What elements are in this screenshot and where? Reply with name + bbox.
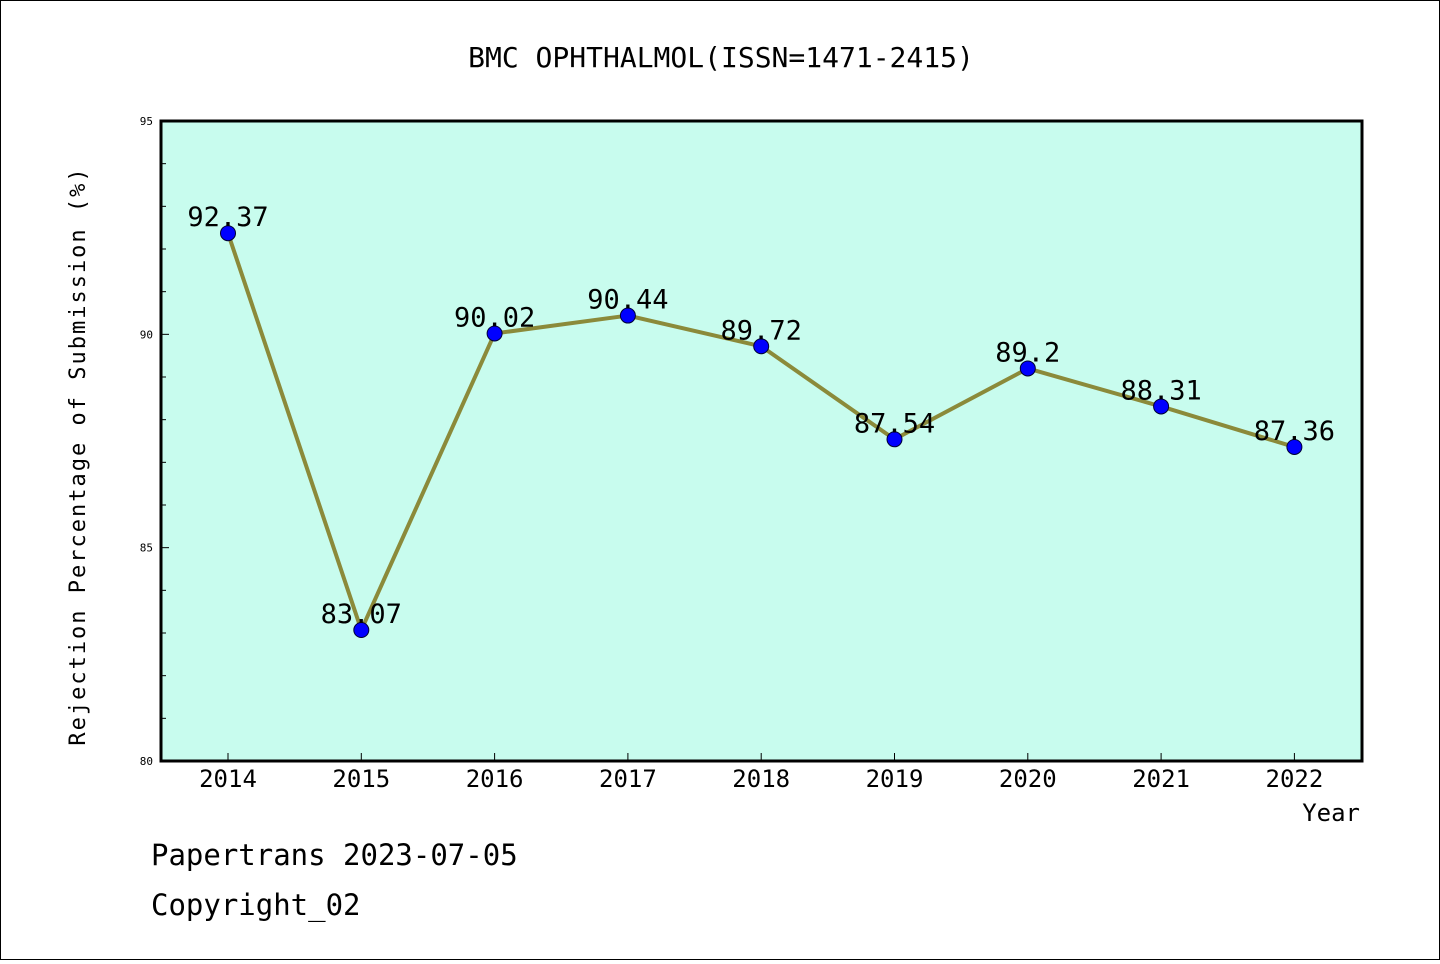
series-group: 92.37 83.07 90.02 90.44 89.72 87.54 89.2 88.31 8… — [187, 202, 1335, 639]
plot-area — [159, 119, 1364, 763]
data-point — [886, 431, 903, 448]
footer-date: Papertrans 2023-07-05 — [151, 838, 518, 872]
x-tick-label: 2022 — [1266, 765, 1324, 793]
y-axis: 80 85 90 95 — [140, 115, 169, 768]
data-label: 87.36 — [1254, 416, 1335, 447]
x-tick-label: 2015 — [332, 765, 390, 793]
x-axis: 2014 2015 2016 2017 2018 2019 2020 2021 2022 — [199, 753, 1323, 793]
data-point — [1153, 398, 1170, 415]
data-label: 90.02 — [454, 302, 535, 333]
data-point — [1286, 438, 1303, 455]
data-label: 87.54 — [854, 408, 935, 439]
data-label: 89.72 — [721, 315, 802, 346]
chart-title: BMC OPHTHALMOL(ISSN=1471-2415) — [468, 41, 974, 74]
x-tick-label: 2018 — [732, 765, 790, 793]
data-point — [220, 225, 236, 242]
x-tick-label: 2014 — [199, 765, 257, 793]
y-tick-label: 90 — [140, 328, 153, 341]
data-point — [753, 338, 770, 355]
data-label: 90.44 — [587, 285, 668, 316]
x-tick-label: 2020 — [999, 765, 1057, 793]
y-tick-label: 80 — [140, 755, 153, 768]
x-tick-label: 2016 — [466, 765, 524, 793]
data-label: 89.2 — [995, 337, 1060, 368]
data-point — [486, 325, 503, 342]
data-point — [353, 622, 370, 639]
data-label: 83.07 — [321, 599, 402, 630]
data-label: 88.31 — [1120, 375, 1201, 406]
y-axis-label: Rejection Percentage of Submission (%) — [66, 166, 91, 745]
data-point — [1019, 360, 1036, 377]
y-tick-label: 95 — [140, 115, 153, 128]
footer-copyright: Copyright_02 — [151, 888, 361, 923]
y-tick-label: 85 — [140, 542, 153, 555]
x-axis-label: Year — [1302, 799, 1360, 827]
data-point — [619, 307, 636, 324]
x-tick-label: 2017 — [599, 765, 657, 793]
x-tick-label: 2021 — [1132, 765, 1190, 793]
x-tick-label: 2019 — [866, 765, 924, 793]
data-label: 92.37 — [187, 202, 268, 233]
